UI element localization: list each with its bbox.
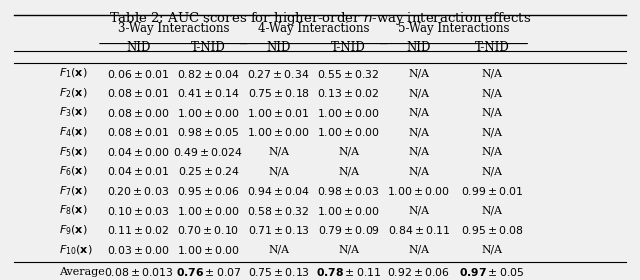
Text: $\mathbf{0.78} \pm 0.11$: $\mathbf{0.78} \pm 0.11$ <box>316 266 381 278</box>
Text: $0.55 \pm 0.32$: $0.55 \pm 0.32$ <box>317 67 380 80</box>
Text: N/A: N/A <box>408 108 429 118</box>
Text: $1.00 \pm 0.00$: $1.00 \pm 0.00$ <box>317 126 380 138</box>
Text: $0.10 \pm 0.03$: $0.10 \pm 0.03$ <box>107 205 170 217</box>
Text: $F_7(\mathbf{x})$: $F_7(\mathbf{x})$ <box>59 184 87 198</box>
Text: T-NID: T-NID <box>191 41 226 54</box>
Text: N/A: N/A <box>481 206 502 216</box>
Text: N/A: N/A <box>481 108 502 118</box>
Text: $F_1(\mathbf{x})$: $F_1(\mathbf{x})$ <box>59 67 87 80</box>
Text: N/A: N/A <box>481 167 502 176</box>
Text: $F_{10}(\mathbf{x})$: $F_{10}(\mathbf{x})$ <box>59 243 92 257</box>
Text: $0.98 \pm 0.05$: $0.98 \pm 0.05$ <box>177 126 240 138</box>
Text: $F_9(\mathbf{x})$: $F_9(\mathbf{x})$ <box>59 223 87 237</box>
Text: $1.00 \pm 0.00$: $1.00 \pm 0.00$ <box>387 185 451 197</box>
Text: N/A: N/A <box>481 245 502 255</box>
Text: N/A: N/A <box>408 88 429 98</box>
Text: N/A: N/A <box>408 206 429 216</box>
Text: N/A: N/A <box>408 69 429 78</box>
Text: $0.41 \pm 0.14$: $0.41 \pm 0.14$ <box>177 87 240 99</box>
Text: N/A: N/A <box>408 147 429 157</box>
Text: Average: Average <box>59 267 104 277</box>
Text: $0.49 \pm 0.024$: $0.49 \pm 0.024$ <box>173 146 243 158</box>
Text: $\mathbf{0.97} \pm 0.05$: $\mathbf{0.97} \pm 0.05$ <box>460 266 525 278</box>
Text: $F_5(\mathbf{x})$: $F_5(\mathbf{x})$ <box>59 145 87 159</box>
Text: $0.04 \pm 0.00$: $0.04 \pm 0.00$ <box>107 146 170 158</box>
Text: N/A: N/A <box>338 147 359 157</box>
Text: $0.82 \pm 0.04$: $0.82 \pm 0.04$ <box>177 67 240 80</box>
Text: $0.58 \pm 0.32$: $0.58 \pm 0.32$ <box>247 205 310 217</box>
Text: N/A: N/A <box>408 167 429 176</box>
Text: $0.25 \pm 0.24$: $0.25 \pm 0.24$ <box>177 165 239 178</box>
Text: $0.08 \pm 0.013$: $0.08 \pm 0.013$ <box>104 266 173 278</box>
Text: $0.11 \pm 0.02$: $0.11 \pm 0.02$ <box>107 224 170 236</box>
Text: N/A: N/A <box>268 167 289 176</box>
Text: $0.95 \pm 0.08$: $0.95 \pm 0.08$ <box>461 224 524 236</box>
Text: $0.08 \pm 0.00$: $0.08 \pm 0.00$ <box>107 107 170 119</box>
Text: T-NID: T-NID <box>332 41 366 54</box>
Text: NID: NID <box>126 41 150 54</box>
Text: N/A: N/A <box>481 127 502 137</box>
Text: $0.08 \pm 0.01$: $0.08 \pm 0.01$ <box>107 126 170 138</box>
Text: $0.75 \pm 0.13$: $0.75 \pm 0.13$ <box>248 266 310 278</box>
Text: N/A: N/A <box>481 88 502 98</box>
Text: 4-Way Interactions: 4-Way Interactions <box>258 22 369 35</box>
Text: $0.08 \pm 0.01$: $0.08 \pm 0.01$ <box>107 87 170 99</box>
Text: NID: NID <box>406 41 431 54</box>
Text: $1.00 \pm 0.01$: $1.00 \pm 0.01$ <box>247 107 310 119</box>
Text: $0.27 \pm 0.34$: $0.27 \pm 0.34$ <box>247 67 310 80</box>
Text: T-NID: T-NID <box>475 41 509 54</box>
Text: $0.20 \pm 0.03$: $0.20 \pm 0.03$ <box>108 185 170 197</box>
Text: N/A: N/A <box>338 167 359 176</box>
Text: N/A: N/A <box>268 245 289 255</box>
Text: $0.95 \pm 0.06$: $0.95 \pm 0.06$ <box>177 185 240 197</box>
Text: $0.70 \pm 0.10$: $0.70 \pm 0.10$ <box>177 224 239 236</box>
Text: $0.75 \pm 0.18$: $0.75 \pm 0.18$ <box>248 87 310 99</box>
Text: $0.94 \pm 0.04$: $0.94 \pm 0.04$ <box>247 185 310 197</box>
Text: $0.13 \pm 0.02$: $0.13 \pm 0.02$ <box>317 87 380 99</box>
Text: $1.00 \pm 0.00$: $1.00 \pm 0.00$ <box>177 205 240 217</box>
Text: 3-Way Interactions: 3-Way Interactions <box>118 22 229 35</box>
Text: N/A: N/A <box>338 245 359 255</box>
Text: $0.84 \pm 0.11$: $0.84 \pm 0.11$ <box>387 224 450 236</box>
Text: NID: NID <box>266 41 291 54</box>
Text: $F_8(\mathbf{x})$: $F_8(\mathbf{x})$ <box>59 204 87 218</box>
Text: $1.00 \pm 0.00$: $1.00 \pm 0.00$ <box>317 107 380 119</box>
Text: $0.06 \pm 0.01$: $0.06 \pm 0.01$ <box>107 67 170 80</box>
Text: N/A: N/A <box>408 127 429 137</box>
Text: $0.79 \pm 0.09$: $0.79 \pm 0.09$ <box>317 224 380 236</box>
Text: $0.99 \pm 0.01$: $0.99 \pm 0.01$ <box>461 185 524 197</box>
Text: Table 2: AUC scores for higher-order $n$-way interaction effects: Table 2: AUC scores for higher-order $n$… <box>109 10 531 27</box>
Text: N/A: N/A <box>481 147 502 157</box>
Text: N/A: N/A <box>408 245 429 255</box>
Text: $\mathbf{0.76} \pm 0.07$: $\mathbf{0.76} \pm 0.07$ <box>176 266 241 278</box>
Text: $0.92 \pm 0.06$: $0.92 \pm 0.06$ <box>387 266 450 278</box>
Text: $1.00 \pm 0.00$: $1.00 \pm 0.00$ <box>317 205 380 217</box>
Text: $0.03 \pm 0.00$: $0.03 \pm 0.00$ <box>107 244 170 256</box>
Text: $0.71 \pm 0.13$: $0.71 \pm 0.13$ <box>248 224 310 236</box>
Text: $0.98 \pm 0.03$: $0.98 \pm 0.03$ <box>317 185 380 197</box>
Text: $F_4(\mathbf{x})$: $F_4(\mathbf{x})$ <box>59 125 87 139</box>
Text: $0.04 \pm 0.01$: $0.04 \pm 0.01$ <box>107 165 170 178</box>
Text: $F_6(\mathbf{x})$: $F_6(\mathbf{x})$ <box>59 165 87 178</box>
Text: $F_3(\mathbf{x})$: $F_3(\mathbf{x})$ <box>59 106 87 120</box>
Text: $1.00 \pm 0.00$: $1.00 \pm 0.00$ <box>247 126 310 138</box>
Text: N/A: N/A <box>481 69 502 78</box>
Text: $1.00 \pm 0.00$: $1.00 \pm 0.00$ <box>177 244 240 256</box>
Text: 5-Way Interactions: 5-Way Interactions <box>398 22 509 35</box>
Text: $1.00 \pm 0.00$: $1.00 \pm 0.00$ <box>177 107 240 119</box>
Text: $F_2(\mathbf{x})$: $F_2(\mathbf{x})$ <box>59 86 87 100</box>
Text: N/A: N/A <box>268 147 289 157</box>
